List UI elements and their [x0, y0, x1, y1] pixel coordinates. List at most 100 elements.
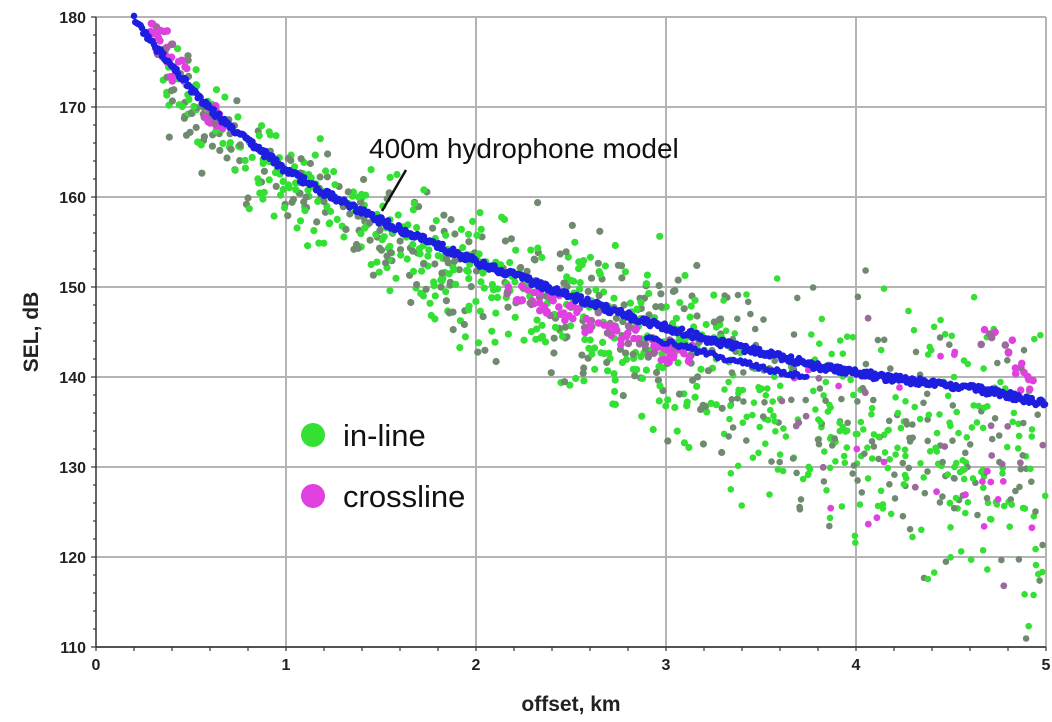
- in-line-point: [456, 344, 463, 351]
- in-line-point: [198, 141, 205, 148]
- in-line-point: [595, 260, 602, 267]
- in-line-point: [1021, 347, 1028, 354]
- in-line-point: [266, 176, 273, 183]
- in-line-point: [763, 392, 770, 399]
- in-line-point: [756, 387, 763, 394]
- in-line-point: [892, 394, 899, 401]
- in-line-point: [887, 365, 894, 372]
- in-line-point: [474, 349, 481, 356]
- in-line-point: [926, 344, 933, 351]
- in-line-point: [168, 87, 175, 94]
- in-line-point: [411, 200, 418, 207]
- in-line-point: [383, 252, 390, 259]
- in-line-point: [310, 227, 317, 234]
- crossline-point: [1004, 423, 1011, 430]
- in-line-point: [852, 539, 859, 546]
- in-line-point: [703, 321, 710, 328]
- in-line-point: [827, 515, 834, 522]
- in-line-point: [569, 222, 576, 229]
- in-line-point: [783, 433, 790, 440]
- in-line-point: [531, 256, 538, 263]
- in-line-point: [850, 334, 857, 341]
- in-line-point: [798, 496, 805, 503]
- in-line-point: [994, 360, 1001, 367]
- in-line-point: [708, 400, 715, 407]
- in-line-point: [656, 233, 663, 240]
- crossline-point: [505, 283, 513, 291]
- in-line-point: [297, 217, 304, 224]
- crossline-point: [1009, 336, 1017, 344]
- in-line-point: [849, 470, 856, 477]
- crossline-point: [912, 484, 919, 491]
- in-line-point: [882, 449, 889, 456]
- in-line-point: [777, 383, 784, 390]
- in-line-point: [826, 523, 833, 530]
- in-line-point: [817, 419, 824, 426]
- in-line-point: [340, 233, 347, 240]
- crossline-point: [896, 384, 903, 391]
- in-line-point: [750, 454, 757, 461]
- crossline-point: [988, 452, 995, 459]
- in-line-point: [450, 326, 457, 333]
- in-line-point: [443, 297, 450, 304]
- in-line-point: [517, 264, 524, 271]
- in-line-point: [1029, 426, 1036, 433]
- crossline-point: [1002, 341, 1010, 349]
- crossline-point: [211, 119, 219, 127]
- in-line-point: [643, 280, 650, 287]
- in-line-point: [793, 470, 800, 477]
- crossline-point: [1018, 360, 1026, 368]
- in-line-point: [688, 303, 695, 310]
- in-line-point: [927, 448, 934, 455]
- in-line-point: [410, 268, 417, 275]
- in-line-point: [903, 418, 910, 425]
- in-line-point: [796, 504, 803, 511]
- in-line-point: [488, 328, 495, 335]
- in-line-point: [723, 328, 730, 335]
- crossline-point: [962, 491, 969, 498]
- in-line-point: [794, 295, 801, 302]
- in-line-point: [791, 331, 798, 338]
- in-line-point: [271, 213, 278, 220]
- crossline-point: [665, 358, 673, 366]
- in-line-point: [907, 526, 914, 533]
- in-line-point: [603, 359, 610, 366]
- in-line-point: [988, 516, 995, 523]
- in-line-point: [716, 316, 723, 323]
- in-line-point: [1006, 523, 1013, 530]
- in-line-point: [725, 379, 732, 386]
- in-line-point: [718, 449, 725, 456]
- crossline-point: [951, 349, 958, 356]
- in-line-point: [469, 218, 476, 225]
- in-line-point: [864, 444, 871, 451]
- in-line-point: [426, 300, 433, 307]
- x-tick-label: 4: [852, 657, 861, 674]
- in-line-point: [587, 336, 594, 343]
- in-line-point: [911, 404, 918, 411]
- in-line-point: [858, 419, 865, 426]
- in-line-point: [730, 424, 737, 431]
- in-line-point: [639, 375, 646, 382]
- in-line-point: [857, 501, 864, 508]
- in-line-point: [671, 287, 678, 294]
- in-line-point: [829, 442, 836, 449]
- in-line-point: [386, 287, 393, 294]
- in-line-point: [780, 468, 787, 475]
- x-tick-label: 2: [472, 657, 481, 674]
- in-line-point: [998, 557, 1005, 564]
- in-line-point: [533, 317, 540, 324]
- in-line-point: [634, 306, 641, 313]
- in-line-point: [234, 113, 241, 120]
- in-line-point: [1018, 466, 1025, 473]
- x-tick-label: 5: [1042, 657, 1051, 674]
- in-line-point: [219, 140, 226, 147]
- in-line-point: [392, 275, 399, 282]
- crossline-point: [183, 65, 191, 73]
- in-line-point: [185, 96, 192, 103]
- crossline-point: [1000, 582, 1007, 589]
- in-line-point: [984, 566, 991, 573]
- in-line-point: [331, 181, 338, 188]
- in-line-point: [1001, 503, 1008, 510]
- in-line-point: [462, 333, 469, 340]
- in-line-point: [1032, 508, 1039, 515]
